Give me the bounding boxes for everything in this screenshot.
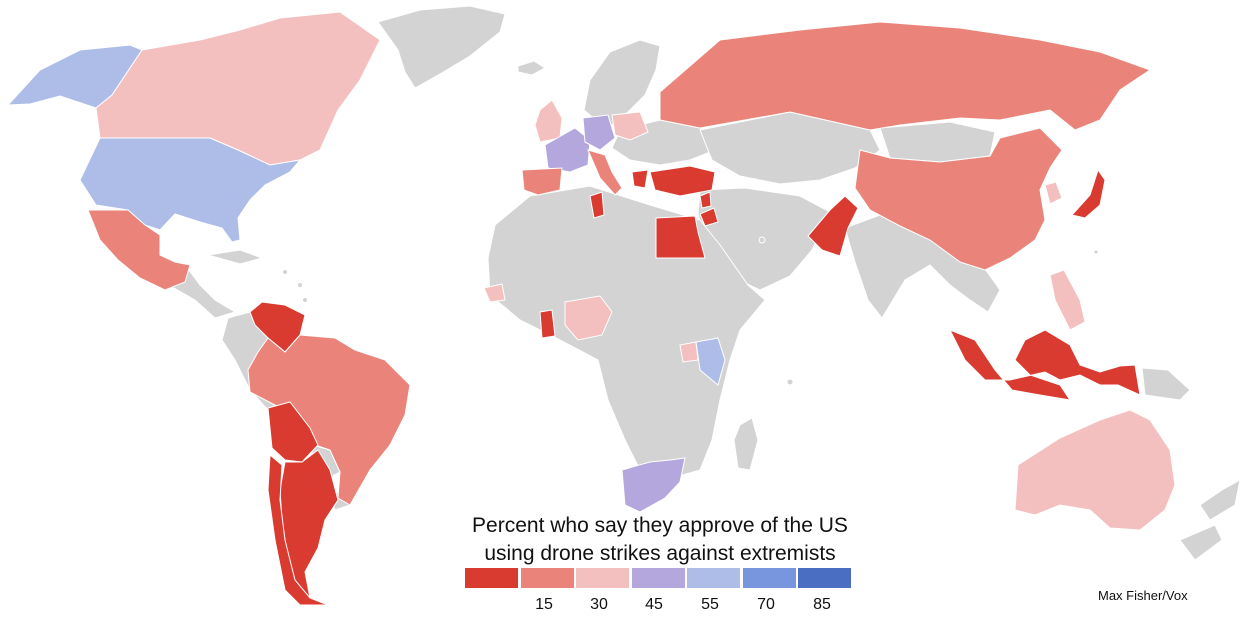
country-spain bbox=[521, 167, 563, 196]
country-bolivia bbox=[267, 401, 319, 463]
country-philippines bbox=[1049, 269, 1086, 331]
country-italy bbox=[587, 149, 623, 196]
legend-color-scale bbox=[465, 568, 851, 588]
country-france bbox=[544, 127, 591, 173]
legend-tick: 30 bbox=[590, 596, 608, 613]
country-kenya bbox=[695, 337, 726, 386]
legend-tick: 45 bbox=[645, 596, 663, 613]
country-southkorea bbox=[1044, 181, 1063, 205]
legend-tick: 70 bbox=[757, 596, 775, 613]
country-mexico bbox=[87, 209, 191, 291]
legend-swatch bbox=[798, 568, 851, 588]
country-southafrica bbox=[621, 457, 686, 513]
country-australia bbox=[1014, 409, 1176, 531]
legend-title-line-1: Percent who say they approve of the US bbox=[472, 514, 848, 537]
no-data-land bbox=[159, 5, 1241, 561]
country-egypt bbox=[655, 215, 706, 259]
country-senegal bbox=[483, 283, 506, 303]
country-indonesia bbox=[948, 329, 1141, 401]
country-lebanon bbox=[699, 191, 712, 209]
country-tunisia bbox=[589, 191, 605, 219]
country-brazil bbox=[247, 334, 411, 506]
legend: Percent who say they approve of the US u… bbox=[440, 512, 880, 613]
legend-swatch bbox=[742, 568, 796, 588]
legend-title-line-2: using drone strikes against extremists bbox=[484, 542, 836, 565]
country-germany bbox=[582, 114, 616, 151]
country-russia bbox=[659, 21, 1152, 131]
legend-tick: 15 bbox=[535, 596, 553, 613]
country-chile bbox=[267, 453, 329, 606]
country-turkey bbox=[649, 165, 716, 197]
country-nigeria bbox=[564, 295, 613, 341]
country-pakistan bbox=[807, 195, 859, 257]
legend-swatch bbox=[520, 568, 574, 588]
country-china bbox=[854, 127, 1063, 271]
legend-swatch bbox=[465, 568, 518, 588]
credit: Max Fisher/Vox bbox=[1098, 588, 1188, 603]
legend-swatch bbox=[631, 568, 685, 588]
country-jordan bbox=[699, 207, 719, 227]
country-japan bbox=[1071, 168, 1106, 219]
survey-countries bbox=[6, 11, 1176, 606]
legend-swatch bbox=[576, 568, 629, 588]
country-ghana bbox=[539, 309, 556, 339]
country-uganda bbox=[679, 341, 699, 363]
country-poland bbox=[611, 111, 649, 141]
country-greece bbox=[631, 169, 649, 189]
legend-tick: 85 bbox=[813, 596, 831, 613]
legend-swatch bbox=[687, 568, 740, 588]
country-uk bbox=[534, 99, 563, 143]
legend-tick: 55 bbox=[701, 596, 719, 613]
